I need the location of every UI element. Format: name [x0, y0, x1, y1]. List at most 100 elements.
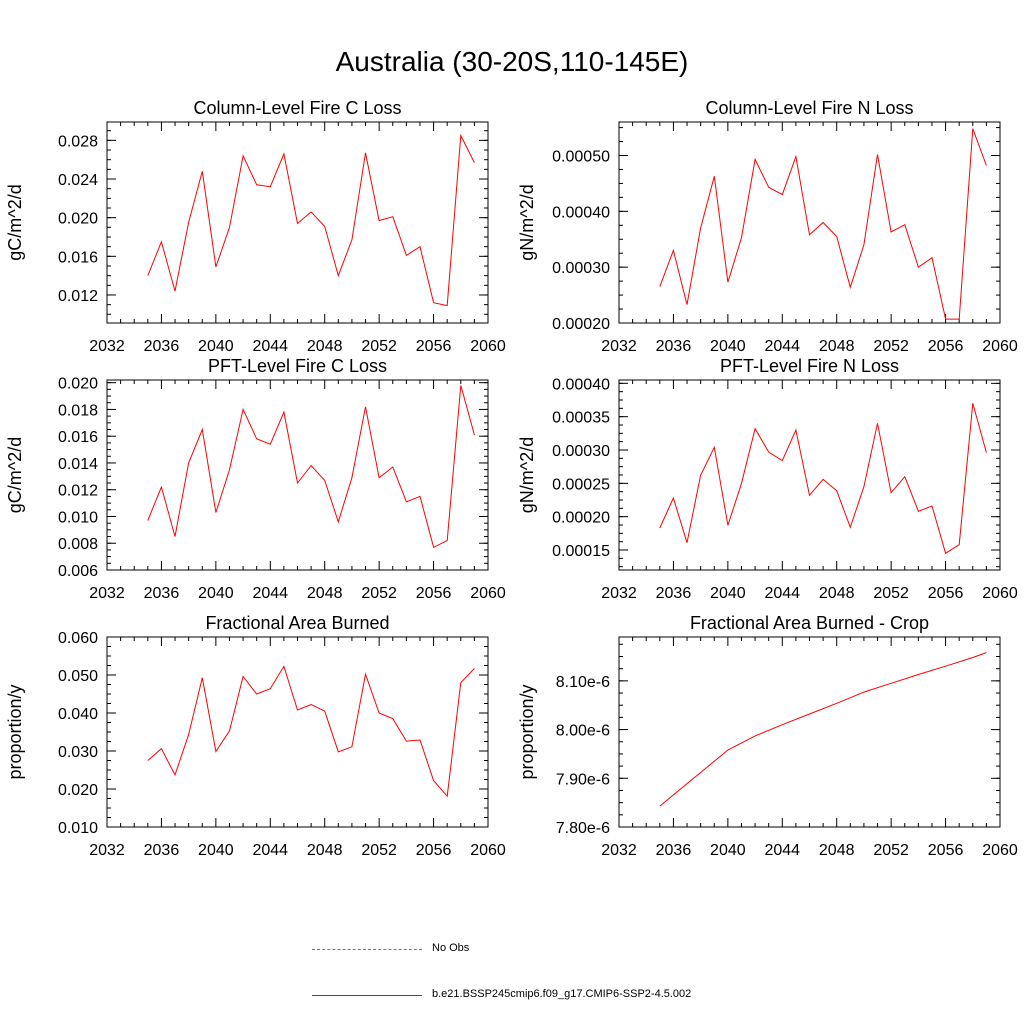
- x-tick-label: 2056: [928, 338, 964, 355]
- x-tick-label: 2044: [252, 842, 288, 859]
- x-tick-label: 2036: [144, 842, 180, 859]
- y-tick-label: 0.020: [58, 211, 98, 228]
- x-tick-label: 2032: [601, 842, 637, 859]
- y-tick-label: 0.010: [58, 509, 98, 526]
- x-tick-label: 2044: [764, 842, 800, 859]
- x-tick-label: 2052: [361, 338, 397, 355]
- x-tick-label: 2052: [873, 842, 909, 859]
- x-tick-label: 2044: [252, 338, 288, 355]
- x-tick-label: 2036: [144, 585, 180, 602]
- y-tick-label: 0.00030: [552, 260, 610, 277]
- panel-title: Fractional Area Burned - Crop: [690, 613, 929, 633]
- x-tick-label: 2052: [361, 585, 397, 602]
- x-tick-label: 2052: [873, 338, 909, 355]
- series-line: [659, 403, 987, 555]
- x-tick-label: 2032: [601, 585, 637, 602]
- x-tick-label: 2036: [656, 585, 692, 602]
- y-tick-label: 0.040: [58, 706, 98, 723]
- y-axis-label: gC/m^2/d: [5, 437, 25, 513]
- x-tick-label: 2060: [982, 585, 1018, 602]
- plot-frame: [106, 636, 489, 828]
- y-tick-label: 0.016: [58, 249, 98, 266]
- y-tick-label: 0.020: [58, 782, 98, 799]
- x-tick-label: 2060: [982, 842, 1018, 859]
- plot-frame: [618, 379, 1001, 571]
- y-axis-label: gN/m^2/d: [517, 437, 537, 513]
- x-tick-label: 2036: [656, 842, 692, 859]
- x-tick-label: 2060: [470, 585, 506, 602]
- panel-6: Fractional Area Burned - Crop proportion/…: [517, 613, 1018, 859]
- plot-frame: [618, 636, 1001, 828]
- panel-1: Column-Level Fire C Loss gC/m^2/d 2032 2036…: [5, 98, 506, 355]
- y-tick-label: 0.00030: [552, 443, 610, 460]
- y-tick-label: 7.80e-6: [556, 820, 610, 837]
- y-tick-label: 8.00e-6: [556, 723, 610, 740]
- y-tick-label: 0.00040: [552, 204, 610, 221]
- panel-title: Column-Level Fire C Loss: [193, 98, 401, 118]
- x-tick-label: 2060: [470, 842, 506, 859]
- y-tick-label: 0.00020: [552, 316, 610, 333]
- x-tick-label: 2048: [307, 585, 343, 602]
- y-tick-label: 0.016: [58, 429, 98, 446]
- y-tick-label: 0.00035: [552, 410, 610, 427]
- y-tick-label: 0.028: [58, 133, 98, 150]
- x-tick-label: 2052: [361, 842, 397, 859]
- y-tick-label: 0.010: [58, 820, 98, 837]
- x-tick-label: 2040: [710, 338, 746, 355]
- y-tick-label: 0.060: [58, 630, 98, 647]
- plot-frame: [106, 379, 489, 571]
- y-tick-label: 0.006: [58, 563, 98, 580]
- series-line: [147, 385, 475, 549]
- panel-3: PFT-Level Fire C Loss gC/m^2/d 2032 2036 204…: [5, 356, 506, 602]
- legend-obs-swatch: [312, 949, 422, 950]
- x-tick-label: 2060: [982, 338, 1018, 355]
- series-line: [659, 652, 987, 807]
- y-tick-label: 0.012: [58, 483, 98, 500]
- y-tick-label: 0.008: [58, 536, 98, 553]
- y-tick-label: 0.00025: [552, 476, 610, 493]
- x-tick-label: 2048: [819, 842, 855, 859]
- series-line: [147, 665, 475, 798]
- panel-title: PFT-Level Fire C Loss: [208, 356, 387, 376]
- y-axis-label: gC/m^2/d: [5, 184, 25, 260]
- y-tick-label: 8.10e-6: [556, 674, 610, 691]
- x-tick-label: 2060: [470, 338, 506, 355]
- x-tick-label: 2040: [710, 842, 746, 859]
- x-tick-label: 2040: [198, 842, 234, 859]
- series-line: [147, 133, 475, 307]
- x-tick-label: 2044: [764, 585, 800, 602]
- panel-title: Column-Level Fire N Loss: [705, 98, 913, 118]
- y-tick-label: 0.00040: [552, 376, 610, 393]
- x-tick-label: 2040: [710, 585, 746, 602]
- y-tick-label: 0.024: [58, 172, 98, 189]
- x-tick-label: 2048: [307, 338, 343, 355]
- x-tick-label: 2056: [416, 842, 452, 859]
- y-axis-label: gN/m^2/d: [517, 184, 537, 260]
- y-tick-label: 0.00050: [552, 149, 610, 166]
- panel-2: Column-Level Fire N Loss gN/m^2/d 2032 2036…: [517, 98, 1018, 355]
- x-tick-label: 2032: [89, 338, 125, 355]
- x-tick-label: 2040: [198, 585, 234, 602]
- y-tick-label: 0.00020: [552, 510, 610, 527]
- x-tick-label: 2044: [252, 585, 288, 602]
- panel-4: PFT-Level Fire N Loss gN/m^2/d 2032 2036 204…: [517, 356, 1018, 602]
- y-tick-label: 7.90e-6: [556, 771, 610, 788]
- legend-obs-label: No Obs: [432, 942, 470, 954]
- legend-model-label: b.e21.BSSP245cmip6.f09_g17.CMIP6-SSP2-4.…: [432, 988, 692, 1000]
- x-tick-label: 2032: [601, 338, 637, 355]
- x-tick-label: 2036: [656, 338, 692, 355]
- y-tick-label: 0.018: [58, 402, 98, 419]
- x-tick-label: 2040: [198, 338, 234, 355]
- legend-model-swatch: [312, 995, 422, 996]
- y-tick-label: 0.030: [58, 744, 98, 761]
- x-tick-label: 2048: [819, 585, 855, 602]
- y-tick-label: 0.050: [58, 668, 98, 685]
- y-tick-label: 0.014: [58, 456, 98, 473]
- x-tick-label: 2056: [928, 585, 964, 602]
- x-tick-label: 2036: [144, 338, 180, 355]
- x-tick-label: 2056: [416, 338, 452, 355]
- y-tick-label: 0.00015: [552, 543, 610, 560]
- x-tick-label: 2048: [307, 842, 343, 859]
- y-axis-label: proportion/y: [5, 684, 25, 779]
